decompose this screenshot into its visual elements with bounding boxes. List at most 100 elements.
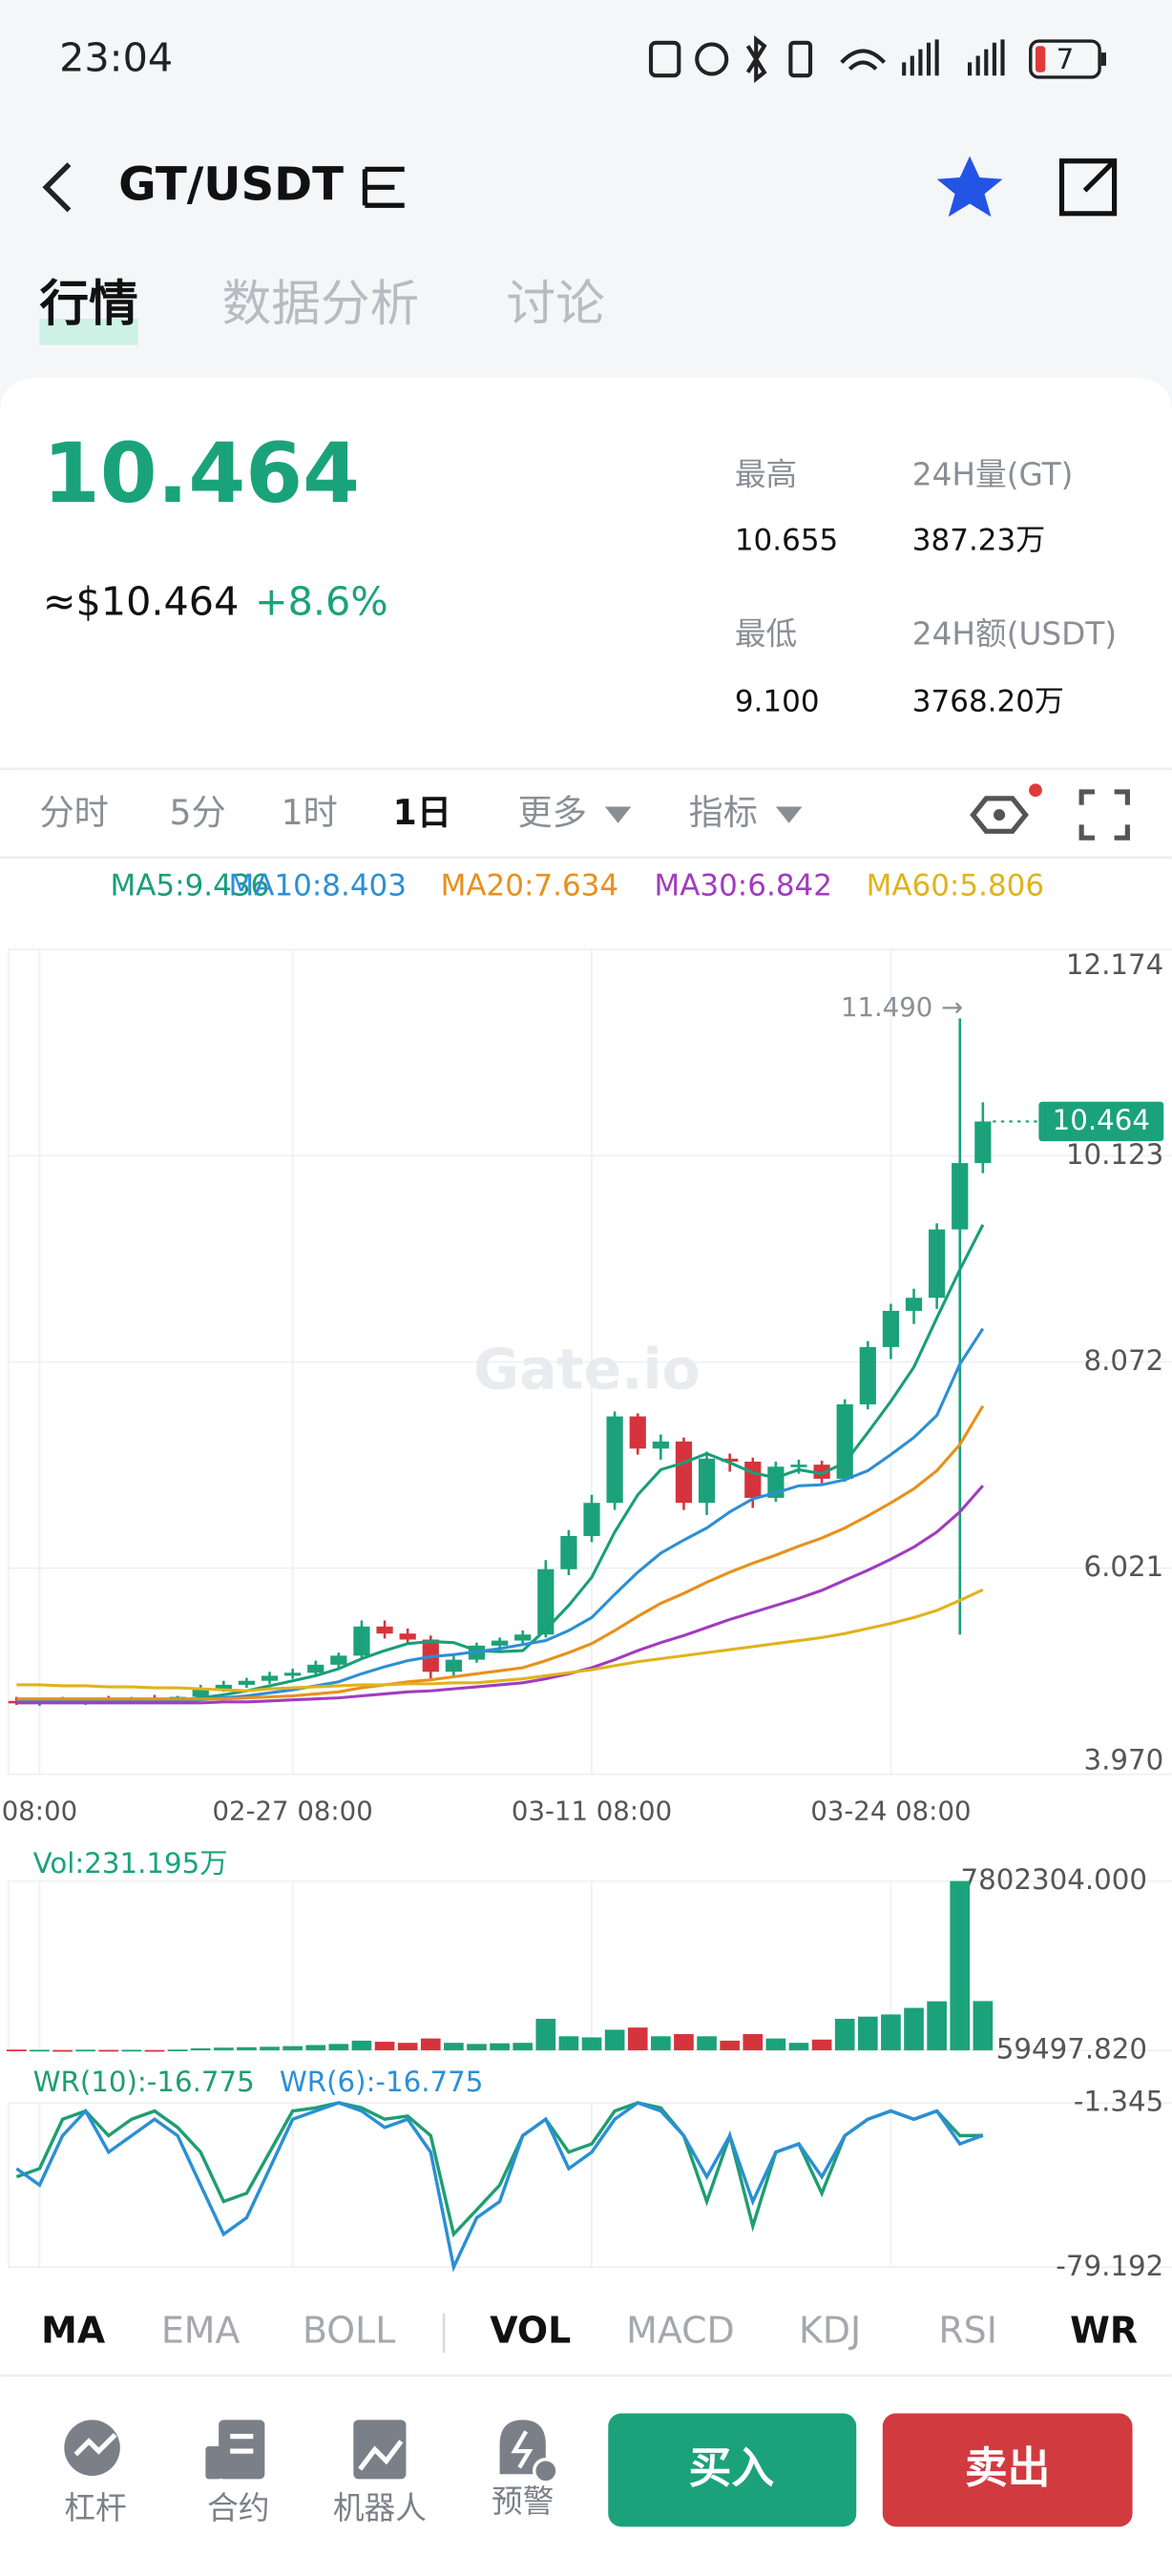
bottom-nav-label[interactable]: 合约	[207, 2490, 269, 2526]
y-tick-label: 8.072	[1083, 1344, 1163, 1377]
candle-body	[952, 1163, 969, 1230]
pair-menu-icon[interactable]	[362, 166, 405, 208]
volume-bar	[397, 2043, 418, 2050]
contract-icon-mark	[230, 2434, 254, 2454]
battery	[1029, 39, 1101, 79]
usd-price: ≈$10.464	[43, 579, 239, 625]
ma-line	[16, 1327, 985, 1703]
bottom-nav-label[interactable]: 机器人	[333, 2490, 427, 2526]
stat-label: 最低	[735, 615, 797, 652]
indicator[interactable]: EMA	[161, 2310, 241, 2352]
candle-body	[491, 1640, 509, 1646]
bottom-nav-label[interactable]: 预警	[492, 2483, 554, 2520]
volume-bar	[581, 2037, 602, 2050]
volume-bar	[444, 2043, 464, 2050]
wr-legend: WR(10):-16.775	[33, 2066, 255, 2098]
volume-bar	[834, 2018, 855, 2050]
indicator-active[interactable]: VOL	[490, 2310, 571, 2352]
volume-bar	[881, 2014, 901, 2050]
indicator[interactable]: BOLL	[303, 2310, 395, 2352]
favorite-star[interactable]	[936, 156, 1003, 218]
settings-icon[interactable]	[970, 796, 1029, 834]
volume-bar	[674, 2034, 694, 2050]
wr-legend: WR(6):-16.775	[280, 2066, 484, 2098]
stat-value: 9.100	[735, 684, 820, 718]
buy-button[interactable]	[608, 2413, 857, 2527]
candle-body	[629, 1416, 646, 1449]
tab[interactable]: 讨论	[506, 276, 604, 333]
dropdown-arrow	[604, 806, 632, 823]
bottom-nav-label[interactable]: 杠杆	[64, 2490, 126, 2526]
tab[interactable]: 数据分析	[222, 276, 420, 333]
candle-body	[261, 1675, 279, 1681]
interval[interactable]: 更多	[518, 792, 587, 833]
volume-bar	[260, 2046, 280, 2050]
ma-legend: MA10:8.403	[228, 868, 407, 903]
indicator[interactable]: KDJ	[799, 2310, 861, 2352]
indicator-active[interactable]: MA	[41, 2310, 106, 2352]
share-icon[interactable]	[1058, 158, 1118, 217]
pair-title[interactable]: GT/USDT	[118, 157, 344, 211]
candle-body	[445, 1659, 462, 1672]
candle-body	[882, 1310, 900, 1347]
tab-active[interactable]: 行情	[39, 276, 137, 333]
ma-legend: MA20:7.634	[441, 868, 619, 903]
back-button[interactable]	[42, 162, 72, 213]
fullscreen-icon[interactable]	[1078, 789, 1130, 841]
volume-bar	[75, 2049, 96, 2052]
volume-bar	[52, 2049, 73, 2052]
leverage-icon-mark	[73, 2433, 117, 2457]
interval[interactable]: 指标	[689, 792, 758, 833]
interval[interactable]: 5分	[169, 792, 225, 833]
wr-line	[15, 2101, 984, 2273]
wr-line	[15, 2101, 983, 2238]
volume-bar	[374, 2042, 395, 2050]
volume-bar	[513, 2043, 534, 2050]
candle-body	[744, 1462, 762, 1498]
indicator-active[interactable]: WR	[1070, 2310, 1138, 2352]
price-change: +8.6%	[255, 579, 388, 625]
indicator-bar	[0, 2286, 1172, 2376]
indicator[interactable]: MACD	[626, 2310, 735, 2352]
interval[interactable]: 1时	[282, 792, 338, 833]
volume-bar	[627, 2027, 648, 2050]
contract-icon-part	[205, 2445, 222, 2480]
candle-body	[560, 1535, 577, 1569]
x-tick-label: 08:00	[2, 1796, 77, 1826]
volume-bar	[98, 2049, 119, 2052]
sell-button-label[interactable]: 卖出	[965, 2442, 1051, 2493]
sell-button[interactable]	[882, 2413, 1133, 2527]
charts: 08:00 02-27 08:00 03-11 08:00 03-24 08:00 12…	[2, 868, 1172, 2282]
candle-body	[376, 1626, 393, 1634]
candle-body	[974, 1121, 992, 1164]
alert-icon[interactable]	[499, 2420, 546, 2475]
volume-bar	[973, 2001, 994, 2050]
volume-bar	[351, 2040, 372, 2050]
tab-highlight	[39, 319, 138, 345]
y-tick-label: 10.123	[1066, 1138, 1163, 1171]
buy-button-label[interactable]: 买入	[689, 2442, 775, 2493]
y-tick-label: -79.192	[1056, 2250, 1163, 2282]
ma-legend: MA5:9.436	[110, 868, 269, 903]
volume-bar	[305, 2045, 326, 2050]
volume-bar	[927, 2001, 947, 2050]
ma-line	[16, 1588, 984, 1693]
volume-bar	[743, 2034, 764, 2050]
alert-icon-mark	[511, 2430, 534, 2469]
candle-body	[514, 1634, 532, 1641]
volume-bar	[788, 2043, 809, 2050]
x-tick-label: 02-27 08:00	[213, 1796, 373, 1826]
candle-body	[836, 1403, 853, 1479]
ma-line	[16, 1485, 985, 1705]
candle-body	[675, 1441, 693, 1504]
alert-icon-badge	[533, 2458, 559, 2484]
settings-icon-dot	[994, 809, 1006, 821]
interval[interactable]: 分时	[39, 792, 108, 833]
battery-tip	[1100, 52, 1106, 66]
candle-body	[192, 1689, 209, 1697]
interval-active[interactable]: 1日	[393, 792, 451, 833]
status-icons	[648, 35, 1005, 83]
indicator[interactable]: RSI	[938, 2310, 997, 2352]
candle-body	[238, 1680, 256, 1685]
